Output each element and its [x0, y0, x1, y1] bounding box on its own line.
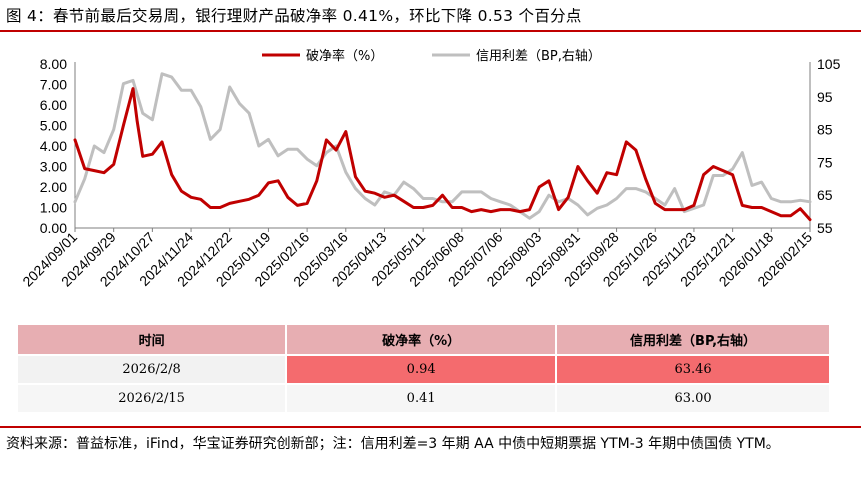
line-chart: 0.00 1.00 2.00 3.00 4.00 5.00 6.00 7.00 8.00 55 65… — [19, 48, 841, 290]
y-left-tick-label: 7.00 — [40, 77, 67, 93]
series-line-break-rate — [73, 87, 812, 222]
table-header-time: 时间 — [18, 325, 288, 356]
y-left-tick-label: 6.00 — [40, 97, 67, 113]
series-line-credit-spread — [73, 72, 812, 220]
table-cell-break-rate: 0.94 — [286, 355, 558, 385]
legend-break-rate-label: 破净率（%） — [306, 48, 383, 64]
table-header-break-rate: 破净率（%） — [286, 325, 558, 356]
y-right-tick-label: 55 — [817, 220, 833, 236]
y-left-tick-label: 2.00 — [40, 179, 67, 195]
data-table: 时间 破净率（%） 信用利差（BP,右轴） 2026/2/8 0.94 63.4… — [18, 325, 831, 414]
source-rule — [0, 426, 861, 428]
legend-credit-spread-label: 信用利差（BP,右轴） — [476, 49, 601, 64]
table-row: 2026/2/15 0.41 63.00 — [18, 384, 831, 414]
table-cell-credit-spread: 63.46 — [556, 355, 831, 385]
y-right-tick-label: 75 — [817, 154, 833, 170]
y-left-tick-label: 5.00 — [40, 118, 67, 134]
y-left-tick-label: 8.00 — [40, 56, 67, 72]
figure-title: 图 4：春节前最后交易周，银行理财产品破净率 0.41%，环比下降 0.53 个… — [6, 7, 582, 25]
y-right-tick-label: 95 — [817, 89, 833, 105]
y-left-tick-label: 0.00 — [40, 220, 67, 236]
table-cell-credit-spread: 63.00 — [556, 384, 831, 414]
table-header-row: 时间 破净率（%） 信用利差（BP,右轴） — [18, 325, 831, 356]
source-note: 资料来源：普益标准，iFind，华宝证券研究创新部；注：信用利差=3 年期 AA… — [6, 436, 780, 452]
y-left-tick-label: 4.00 — [40, 138, 67, 154]
table-row: 2026/2/8 0.94 63.46 — [18, 355, 831, 385]
y-right-tick-label: 85 — [817, 122, 833, 138]
table-header-credit-spread: 信用利差（BP,右轴） — [556, 325, 831, 356]
table-cell-break-rate: 0.41 — [286, 384, 558, 414]
y-right-tick-label: 105 — [817, 56, 841, 72]
table-cell-date: 2026/2/8 — [18, 355, 288, 385]
title-rule — [0, 30, 861, 32]
table-cell-date: 2026/2/15 — [18, 384, 288, 414]
y-left-tick-label: 1.00 — [40, 200, 67, 216]
y-left-tick-label: 3.00 — [40, 159, 67, 175]
y-right-tick-label: 65 — [817, 187, 833, 203]
